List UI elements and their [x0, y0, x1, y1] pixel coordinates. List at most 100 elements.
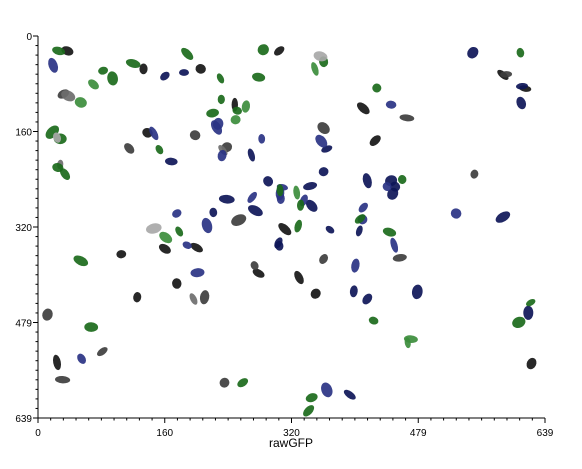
scatter-point	[107, 71, 118, 86]
scatter-point	[358, 202, 368, 213]
x-tick-label: 160	[156, 428, 173, 439]
scatter-point	[124, 143, 135, 154]
scatter-point	[189, 130, 201, 141]
scatter-point	[278, 222, 292, 236]
scatter-point	[61, 90, 76, 102]
scatter-point	[296, 199, 305, 211]
scatter-point	[219, 377, 230, 388]
scatter-point	[252, 72, 266, 82]
scatter-point	[231, 214, 247, 226]
scatter-point	[321, 382, 333, 398]
scatter-point	[237, 378, 249, 388]
scatter-point	[139, 63, 148, 75]
y-tick-label: 479	[15, 319, 32, 330]
scatter-point	[355, 225, 363, 237]
y-tick-label: 160	[15, 128, 32, 139]
scatter-point	[88, 79, 99, 90]
scatter-point	[181, 47, 194, 60]
scatter-point	[179, 69, 189, 76]
scatter-point	[382, 227, 397, 237]
scatter-point	[319, 254, 329, 264]
scatter-point	[512, 316, 526, 329]
x-tick-label: 479	[410, 428, 427, 439]
scatter-point	[516, 82, 528, 90]
scatter-point	[294, 270, 304, 285]
scatter-point	[201, 217, 213, 234]
y-tick-label: 320	[15, 223, 32, 234]
scatter-point	[230, 115, 241, 125]
scatter-point	[403, 335, 418, 343]
scatter-point	[354, 214, 366, 224]
scatter-point	[84, 322, 99, 332]
scatter-point	[216, 73, 225, 84]
scatter-point	[411, 284, 423, 300]
scatter-point	[257, 44, 269, 56]
scatter-point	[52, 354, 62, 371]
scatter-point	[276, 184, 284, 197]
scatter-point	[247, 148, 256, 162]
scatter-point	[155, 144, 164, 155]
scatter-point	[450, 208, 462, 219]
scatter-point	[390, 237, 399, 253]
y-tick-label: 0	[26, 32, 32, 43]
scatter-point	[349, 285, 358, 298]
scatter-point	[159, 231, 173, 244]
scatter-point	[516, 47, 525, 58]
scatter-point	[258, 134, 266, 144]
scatter-point	[343, 389, 356, 400]
scatter-point	[467, 46, 479, 59]
scatter-point	[42, 308, 53, 321]
scatter-point	[248, 205, 263, 217]
scatter-point	[158, 243, 171, 254]
scatter-point	[495, 211, 511, 223]
scatter-point	[399, 114, 415, 122]
scatter-point	[195, 64, 206, 74]
scatter-point	[470, 169, 479, 179]
scatter-point	[206, 108, 219, 118]
scatter-point	[190, 268, 205, 278]
scatter-point	[175, 226, 184, 237]
scatter-point	[55, 375, 71, 384]
scatter-point	[172, 209, 182, 218]
x-axis-title: rawGFP	[269, 436, 313, 450]
scatter-point	[351, 258, 360, 273]
scatter-point	[116, 250, 127, 259]
scatter-point	[165, 157, 178, 166]
scatter-point	[59, 168, 71, 180]
scatter-point	[189, 293, 198, 305]
scatter-point	[52, 46, 66, 56]
scatter-point	[232, 106, 242, 115]
scatter-point	[368, 316, 379, 325]
scatter-point	[294, 219, 303, 233]
scatter-point	[217, 149, 227, 162]
scatter-point	[218, 194, 235, 204]
scatter-point	[315, 134, 328, 148]
points-layer	[42, 44, 537, 417]
scatter-point	[305, 393, 318, 403]
scatter-point	[369, 135, 381, 146]
y-tick-label: 639	[15, 414, 32, 425]
scatter-point	[247, 191, 257, 203]
x-tick-label: 0	[35, 428, 41, 439]
scatter-point	[356, 102, 370, 115]
scatter-point	[146, 223, 162, 234]
scatter-point	[160, 71, 170, 81]
scatter-point	[149, 126, 159, 141]
scatter-point	[387, 187, 399, 200]
scatter-point	[263, 176, 274, 187]
scatter-point	[526, 357, 537, 370]
scatter-point	[74, 97, 87, 108]
scatter-point	[172, 278, 182, 289]
scatter-point	[303, 182, 318, 191]
scatter-point	[385, 100, 397, 109]
scatter-point	[382, 182, 392, 192]
scatter-point	[303, 405, 315, 417]
scatter-point	[317, 122, 330, 135]
scatter-point	[313, 51, 328, 62]
scatter-point	[372, 83, 382, 93]
scatter-point	[48, 57, 59, 73]
scatter-point	[199, 290, 210, 305]
scatter-point	[293, 185, 301, 200]
scatter-point	[305, 199, 318, 212]
